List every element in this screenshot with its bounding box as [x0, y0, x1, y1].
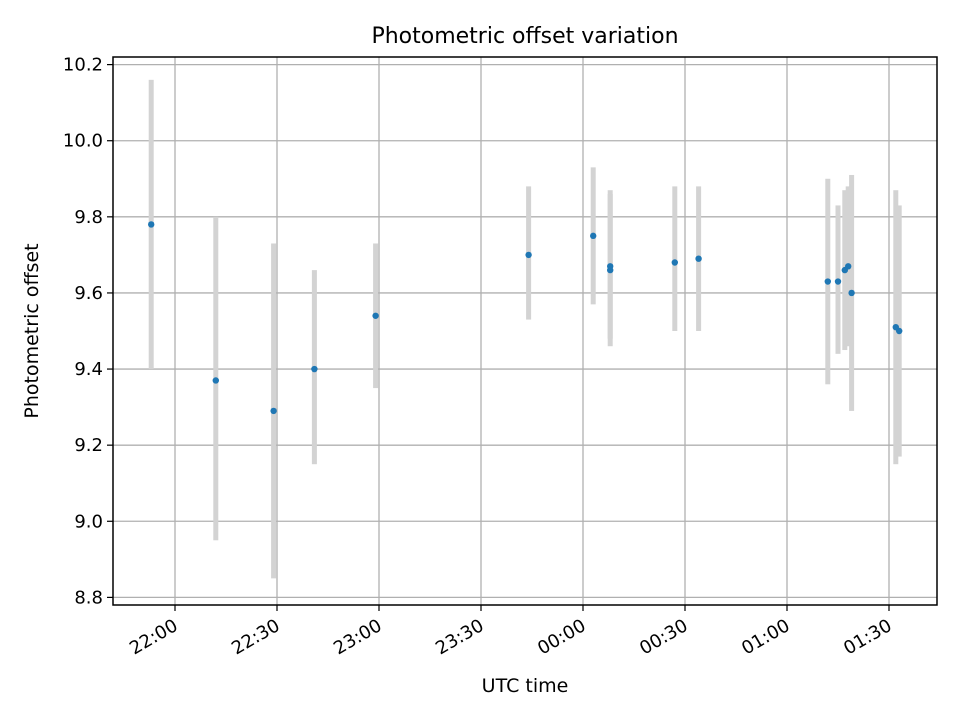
x-tick-label: 23:30	[432, 615, 487, 659]
data-points	[148, 221, 903, 415]
data-point	[845, 263, 852, 270]
grid	[113, 57, 937, 605]
data-point	[671, 259, 678, 266]
y-tick-label: 9.0	[74, 511, 103, 532]
x-tick-label: 22:00	[126, 615, 181, 659]
data-point	[590, 232, 597, 240]
data-point	[848, 289, 855, 297]
data-point	[896, 327, 903, 335]
axis-ticks: 22:00 22:30 23:00 23:30 00:00 00:30 01:00 01:30…	[63, 55, 896, 660]
data-point	[212, 377, 219, 384]
y-tick-label: 9.6	[74, 283, 103, 304]
y-tick-label: 9.4	[74, 359, 103, 380]
y-tick-label: 10.2	[63, 55, 103, 76]
data-point	[834, 278, 842, 285]
x-tick-label: 22:30	[228, 615, 283, 659]
y-tick-label: 9.2	[74, 435, 103, 456]
data-point	[824, 278, 831, 285]
x-tick-label: 01:00	[738, 615, 793, 659]
error-bar	[672, 186, 678, 331]
error-bars	[148, 79, 902, 579]
chart-title: Photometric offset variation	[371, 24, 678, 49]
y-axis-label: Photometric offset	[21, 243, 43, 418]
y-tick-label: 8.8	[74, 587, 103, 608]
data-point	[270, 407, 277, 415]
data-point	[311, 365, 318, 373]
y-tick-label: 10.0	[63, 131, 103, 152]
x-tick-label: 23:00	[330, 615, 385, 659]
data-point	[525, 251, 532, 259]
plot-frame	[112, 56, 938, 606]
x-tick-label: 01:30	[840, 615, 895, 659]
x-tick-label: 00:00	[534, 615, 589, 659]
data-point	[607, 263, 614, 270]
y-tick-label: 9.8	[74, 207, 103, 228]
x-axis-label: UTC time	[482, 675, 569, 697]
data-point	[695, 255, 702, 262]
data-point	[148, 221, 155, 228]
x-tick-label: 00:30	[636, 615, 691, 659]
data-point	[372, 312, 379, 319]
